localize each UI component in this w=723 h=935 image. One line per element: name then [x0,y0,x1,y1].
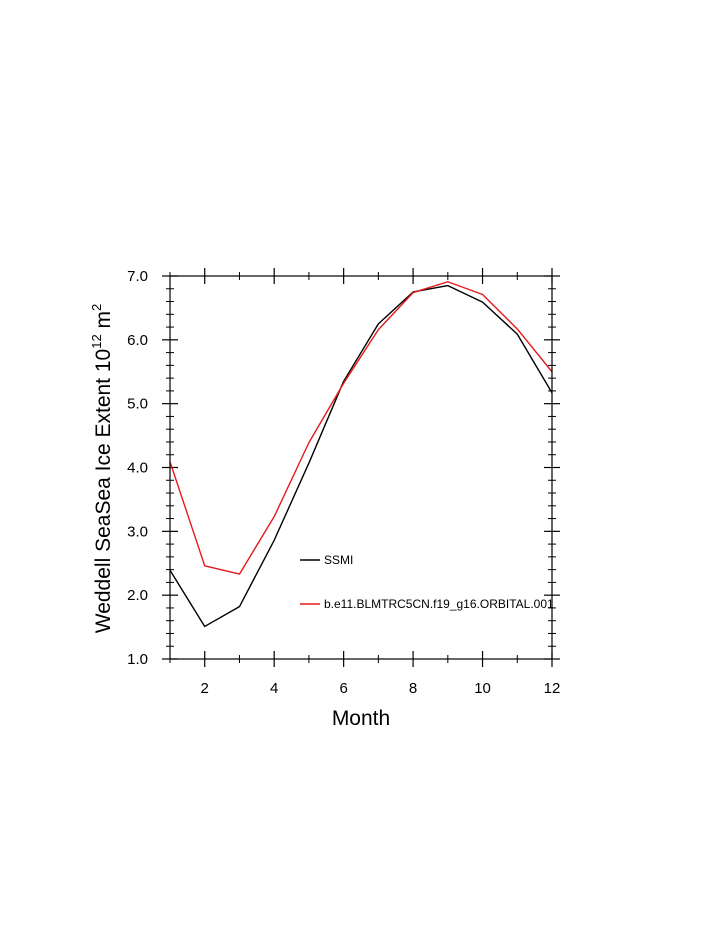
series-line-model [169,281,553,575]
y-tick-label: 7.0 [127,268,148,285]
y-axis-label-main: Weddell SeaSea Ice Extent 10 [92,349,115,633]
plot-frame [169,275,553,660]
y-tick-label: 4.0 [127,460,148,477]
y-axis-label: Weddell SeaSea Ice Extent 1012 m2 [89,304,115,634]
legend-label: SSMI [324,553,353,567]
x-tick-label: 10 [474,680,491,697]
y-tick-label: 5.0 [127,396,148,413]
tick-labels: 2 4 6 8 10 12 1.0 2.0 3.0 4.0 5.0 6.0 7.0 [127,268,560,697]
y-axis-label-unit-exponent: 2 [89,304,104,311]
y-tick-label: 6.0 [127,332,148,349]
series-lines [169,281,553,628]
x-tick-label: 12 [544,680,561,697]
legend-label: b.e11.BLMTRC5CN.f19_g16.ORBITAL.001 [324,597,554,611]
y-tick-label: 3.0 [127,523,148,540]
x-tick-label: 8 [409,680,417,697]
y-tick-label: 1.0 [127,651,148,668]
x-tick-label: 4 [270,680,278,697]
y-tick-label: 2.0 [127,587,148,604]
y-axis-label-exponent: 12 [89,334,104,348]
series-line-ssmi [169,284,553,628]
x-axis-label: Month [332,707,390,730]
x-tick-label: 2 [201,680,209,697]
y-axis-label-unit: m [92,311,115,334]
x-tick-label: 6 [339,680,347,697]
legend: SSMI b.e11.BLMTRC5CN.f19_g16.ORBITAL.001 [300,553,554,611]
